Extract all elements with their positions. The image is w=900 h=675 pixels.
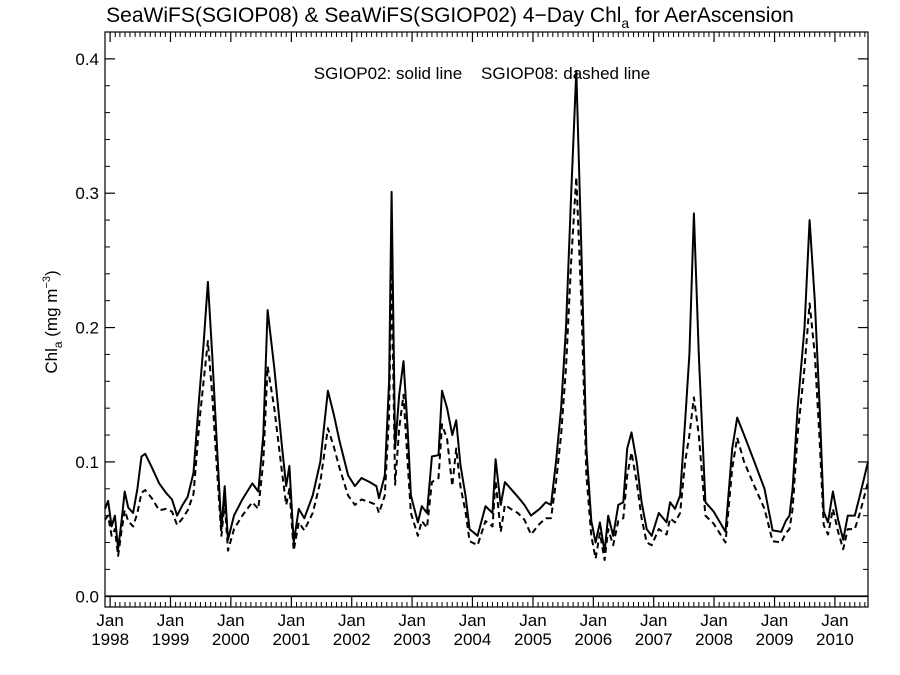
- y-axis-label: Chla (mg m−3): [41, 270, 65, 373]
- x-tick-month-label: Jan: [821, 611, 848, 630]
- x-tick-year-label: 2002: [333, 630, 371, 649]
- x-tick-month-label: Jan: [761, 611, 788, 630]
- x-tick-month-label: Jan: [640, 611, 667, 630]
- x-tick-month-label: Jan: [580, 611, 607, 630]
- x-tick-year-label: 2003: [393, 630, 431, 649]
- x-tick-year-label: 2010: [816, 630, 854, 649]
- x-tick-year-label: 2007: [635, 630, 673, 649]
- y-tick-label: 0.2: [75, 319, 99, 338]
- x-tick-month-label: Jan: [700, 611, 727, 630]
- x-tick-month-label: Jan: [217, 611, 244, 630]
- x-tick-year-label: 2005: [514, 630, 552, 649]
- y-tick-label: 0.3: [75, 184, 99, 203]
- x-tick-month-label: Jan: [157, 611, 184, 630]
- x-tick-year-label: 2001: [272, 630, 310, 649]
- line-style-annotation: SGIOP02: solid line SGIOP08: dashed line: [314, 64, 650, 83]
- series-line-sgiop02: [104, 70, 869, 553]
- axes: 0.00.10.20.30.4Jan1998Jan1999Jan2000Jan2…: [75, 32, 868, 649]
- x-tick-year-label: 1999: [152, 630, 190, 649]
- x-tick-year-label: 2009: [756, 630, 794, 649]
- x-tick-year-label: 1998: [91, 630, 129, 649]
- x-tick-month-label: Jan: [96, 611, 123, 630]
- x-tick-year-label: 2008: [695, 630, 733, 649]
- y-tick-label: 0.0: [75, 587, 99, 606]
- plot-area-frame: [104, 31, 869, 608]
- x-tick-year-label: 2006: [574, 630, 612, 649]
- x-tick-year-label: 2000: [212, 630, 250, 649]
- series-line-sgiop08: [104, 176, 869, 561]
- x-tick-month-label: Jan: [338, 611, 365, 630]
- x-tick-month-label: Jan: [519, 611, 546, 630]
- x-tick-month-label: Jan: [278, 611, 305, 630]
- chart-title: SeaWiFS(SGIOP08) & SeaWiFS(SGIOP02) 4−Da…: [106, 4, 794, 31]
- y-tick-label: 0.1: [75, 453, 99, 472]
- x-tick-month-label: Jan: [398, 611, 425, 630]
- x-tick-month-label: Jan: [459, 611, 486, 630]
- series-lines: [104, 70, 869, 561]
- y-tick-label: 0.4: [75, 50, 99, 69]
- x-tick-year-label: 2004: [454, 630, 492, 649]
